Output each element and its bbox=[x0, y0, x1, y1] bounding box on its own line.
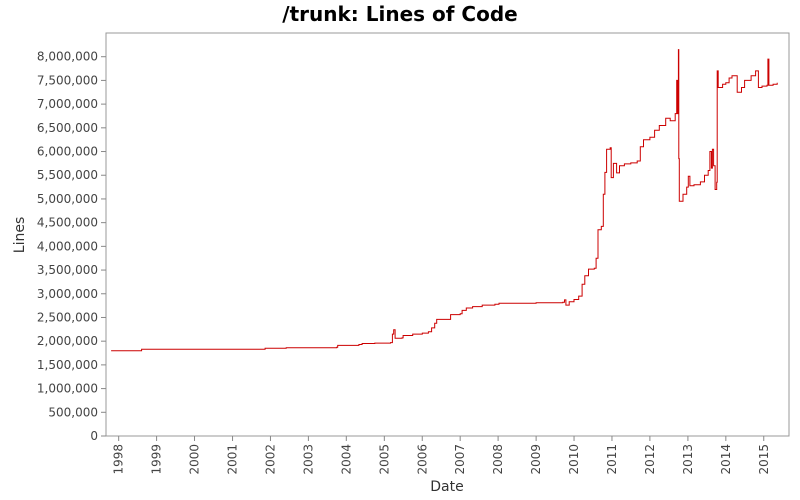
y-tick-label: 4,500,000 bbox=[37, 216, 98, 230]
y-tick-label: 7,500,000 bbox=[37, 73, 98, 87]
x-tick-label: 2011 bbox=[605, 444, 619, 475]
x-tick-label: 2000 bbox=[188, 444, 202, 475]
y-tick-label: 5,000,000 bbox=[37, 192, 98, 206]
x-tick-label: 1998 bbox=[112, 444, 126, 475]
x-tick-label: 2002 bbox=[263, 444, 277, 475]
x-tick-label: 2006 bbox=[415, 444, 429, 475]
x-tick-label: 2005 bbox=[377, 444, 391, 475]
y-tick-label: 1,000,000 bbox=[37, 382, 98, 396]
x-tick-label: 2013 bbox=[681, 444, 695, 475]
y-tick-label: 8,000,000 bbox=[37, 50, 98, 64]
y-tick-label: 1,500,000 bbox=[37, 358, 98, 372]
x-tick-label: 2003 bbox=[301, 444, 315, 475]
x-tick-label: 2008 bbox=[491, 444, 505, 475]
x-tick-label: 2014 bbox=[719, 444, 733, 475]
y-axis-ticks: 0 500,000 1,000,000 1,500,000 2,000,000 2,500… bbox=[37, 50, 106, 443]
x-tick-label: 2001 bbox=[226, 444, 240, 475]
x-tick-label: 2004 bbox=[339, 444, 353, 475]
x-tick-label: 2010 bbox=[567, 444, 581, 475]
x-tick-label: 2012 bbox=[643, 444, 657, 475]
x-tick-label: 2009 bbox=[529, 444, 543, 475]
x-tick-label: 1999 bbox=[150, 444, 164, 475]
series-line bbox=[111, 49, 778, 352]
plot-area bbox=[105, 32, 790, 437]
y-axis-title: Lines bbox=[12, 217, 28, 253]
x-tick-label: 2015 bbox=[757, 444, 771, 475]
y-tick-label: 500,000 bbox=[48, 405, 98, 419]
y-tick-label: 4,000,000 bbox=[37, 239, 98, 253]
y-tick-label: 6,500,000 bbox=[37, 121, 98, 135]
series-layer bbox=[111, 49, 778, 352]
y-tick-label: 5,500,000 bbox=[37, 168, 98, 182]
y-tick-label: 7,000,000 bbox=[37, 97, 98, 111]
x-tick-label: 2007 bbox=[453, 444, 467, 475]
x-axis-ticks: 1998 1999 2000 2001 2002 2003 2004 2005 2006 2007… bbox=[112, 436, 771, 475]
y-tick-label: 2,500,000 bbox=[37, 310, 98, 324]
y-tick-label: 3,500,000 bbox=[37, 263, 98, 277]
y-tick-label: 3,000,000 bbox=[37, 287, 98, 301]
y-tick-label: 0 bbox=[90, 429, 98, 443]
chart-title: /trunk: Lines of Code bbox=[282, 2, 517, 26]
x-axis-title: Date bbox=[430, 479, 463, 495]
y-tick-label: 2,000,000 bbox=[37, 334, 98, 348]
y-tick-label: 6,000,000 bbox=[37, 145, 98, 159]
